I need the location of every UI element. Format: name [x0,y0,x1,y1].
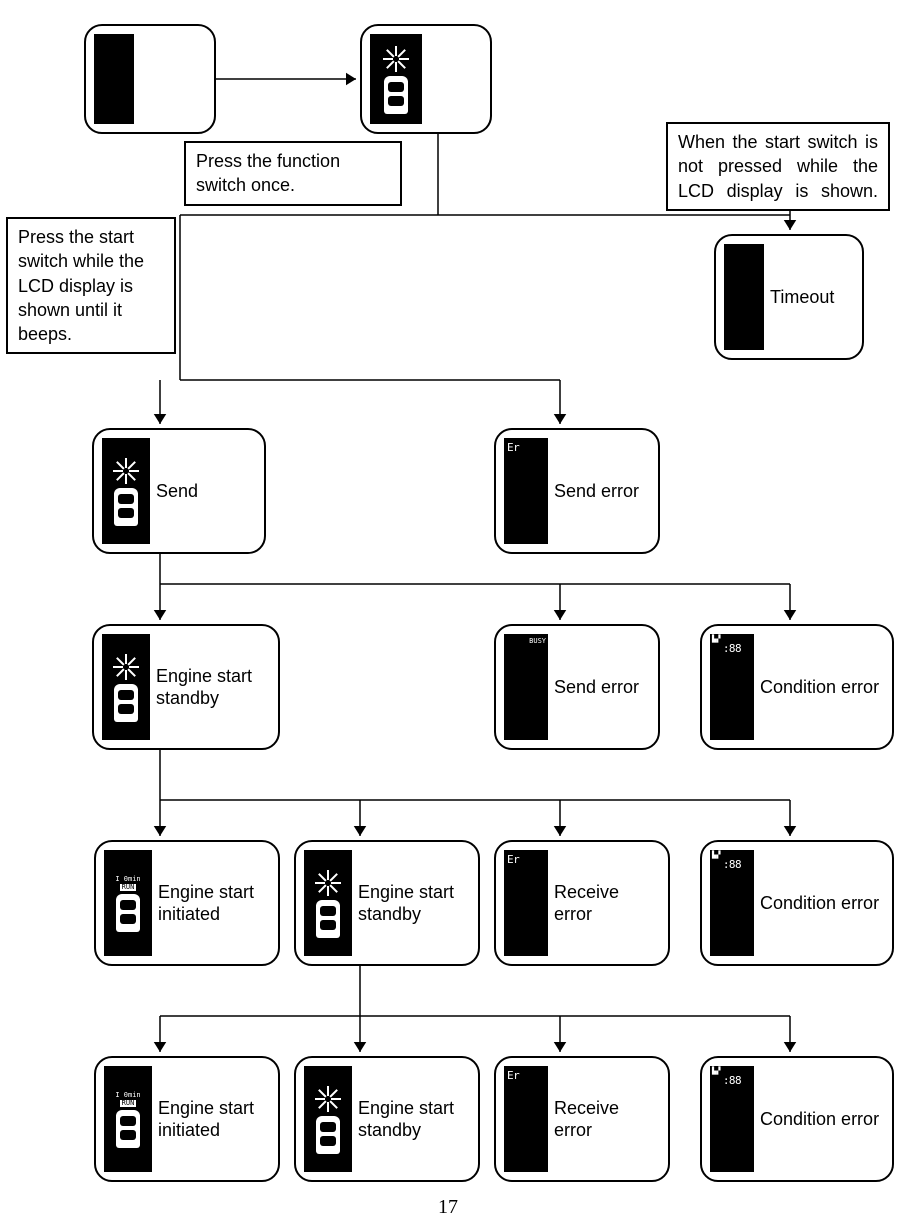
node-label: Engine start initiated [152,1097,270,1142]
node-initiated2: I 0minRUNEngine start initiated [94,1056,280,1182]
node-cond_err3: ▙▞:88Condition error [700,1056,894,1182]
node-standby3: Engine start standby [294,1056,480,1182]
node-recv_err2: ErReceive error [494,1056,670,1182]
lcd-icon: BUSY [504,634,548,740]
node-send_err1: ErSend error [494,428,660,554]
node-label: Send error [548,480,639,503]
node-label: Condition error [754,1108,879,1131]
node-standby2: Engine start standby [294,840,480,966]
node-label: Engine start standby [352,1097,470,1142]
node-label: Receive error [548,1097,660,1142]
lcd-icon: ▙▞:88 [710,1066,754,1172]
node-label: Engine start initiated [152,881,270,926]
node-cond_err2: ▙▞:88Condition error [700,840,894,966]
node-n2 [360,24,492,134]
lcd-icon: ▙▞:88 [710,634,754,740]
textbox-press_function: Press the function switch once. [184,141,402,206]
node-send_err2: BUSYSend error [494,624,660,750]
lcd-icon: I 0minRUN [104,850,152,956]
node-label: Engine start standby [150,665,270,710]
node-cond_err1: ▙▞:88Condition error [700,624,894,750]
node-recv_err1: ErReceive error [494,840,670,966]
node-label: Engine start standby [352,881,470,926]
lcd-icon [102,438,150,544]
lcd-icon [370,34,422,124]
lcd-icon [94,34,134,124]
node-send: Send [92,428,266,554]
lcd-icon: Er [504,438,548,544]
node-label: Receive error [548,881,660,926]
node-n1 [84,24,216,134]
node-timeout: Timeout [714,234,864,360]
node-label: Timeout [764,286,834,309]
page-number: 17 [438,1196,458,1219]
lcd-icon: ▙▞:88 [710,850,754,956]
textbox-when_not_pressed: When the start switch is not pressed whi… [666,122,890,211]
lcd-icon [102,634,150,740]
textbox-press_start: Press the start switch while the LCD dis… [6,217,176,354]
node-standby1: Engine start standby [92,624,280,750]
node-label: Condition error [754,676,879,699]
node-label: Condition error [754,892,879,915]
node-label: Send [150,480,198,503]
node-initiated1: I 0minRUNEngine start initiated [94,840,280,966]
lcd-icon [304,1066,352,1172]
lcd-icon: Er [504,1066,548,1172]
node-label: Send error [548,676,639,699]
diagram-canvas: 17 Press the function switch once. When t… [0,0,900,1229]
lcd-icon [304,850,352,956]
lcd-icon: I 0minRUN [104,1066,152,1172]
lcd-icon [724,244,764,350]
lcd-icon: Er [504,850,548,956]
